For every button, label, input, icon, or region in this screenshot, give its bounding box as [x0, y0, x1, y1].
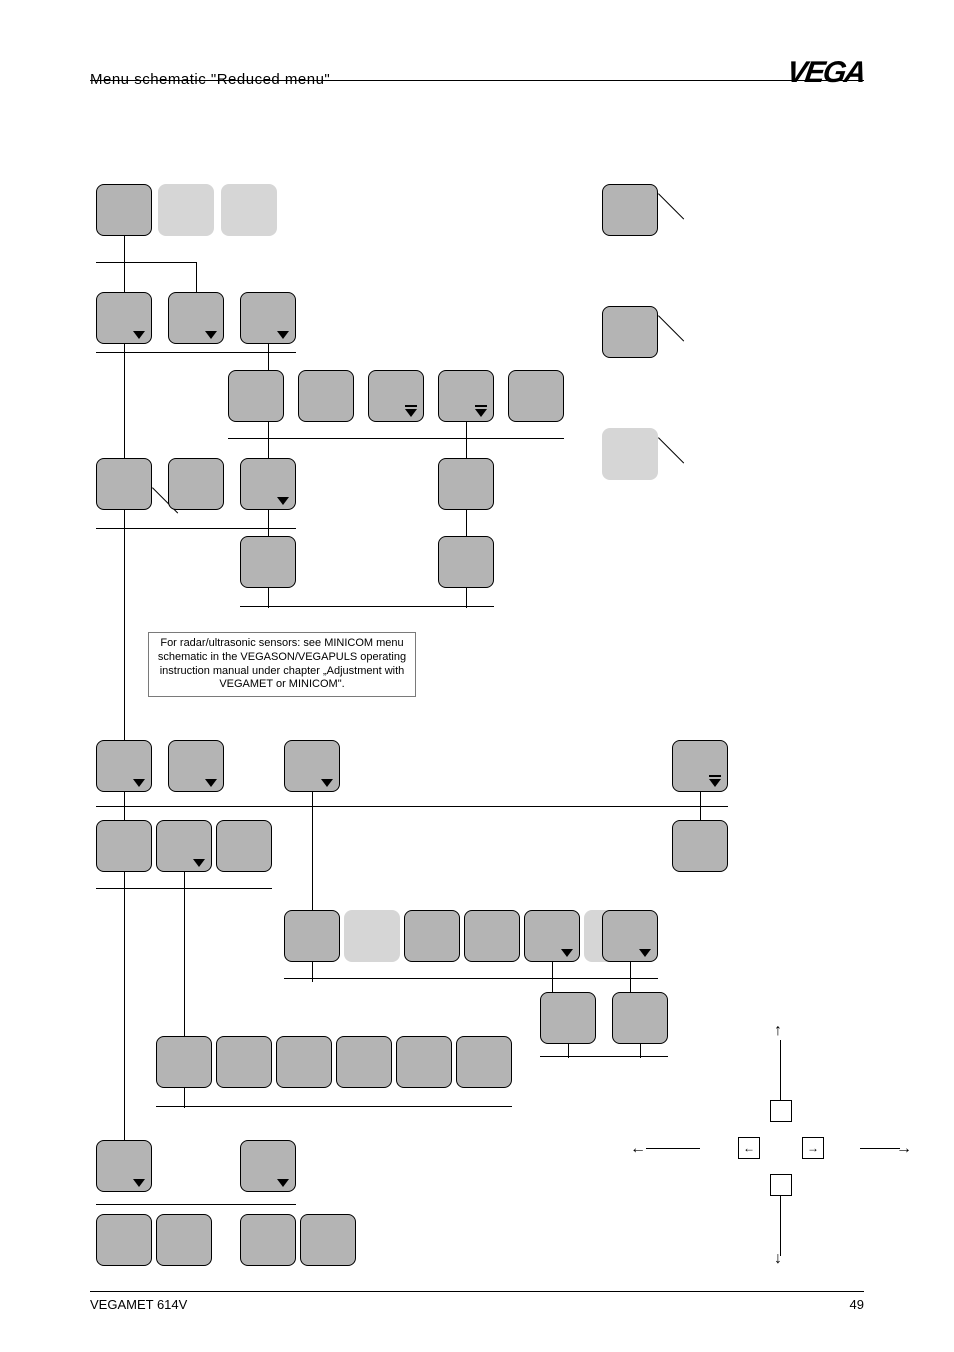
page-number: 49 — [850, 1297, 864, 1312]
triangle-down-icon — [277, 497, 289, 505]
flow-node — [344, 910, 400, 962]
connector-diag — [658, 437, 684, 463]
flow-node — [240, 1140, 296, 1192]
triangle-down-icon — [475, 409, 487, 417]
nav-key-down[interactable] — [770, 1174, 792, 1196]
flow-node — [168, 292, 224, 344]
triangle-down-icon — [639, 949, 651, 957]
page: Menu schematic "Reduced menu" VEGA For r… — [0, 0, 954, 1352]
triangle-down-icon — [277, 1179, 289, 1187]
nav-arrow-down-icon: ↓ — [774, 1250, 782, 1268]
flow-node — [602, 910, 658, 962]
flow-node — [524, 910, 580, 962]
flow-node — [336, 1036, 392, 1088]
flow-node — [298, 370, 354, 422]
footer-rule — [90, 1291, 864, 1292]
connector-h — [96, 806, 728, 807]
flow-node — [221, 184, 277, 236]
nav-key-left[interactable]: ← — [738, 1137, 760, 1159]
connector-h — [96, 1204, 296, 1205]
flow-node — [602, 306, 658, 358]
flow-node — [156, 1214, 212, 1266]
flow-node — [464, 910, 520, 962]
flow-node — [96, 820, 152, 872]
triangle-down-icon — [277, 331, 289, 339]
nav-compass: ←→↑↓←→ — [700, 1100, 860, 1260]
flow-node — [96, 184, 152, 236]
nav-line-h — [646, 1148, 700, 1149]
flow-node — [612, 992, 668, 1044]
connector-h — [156, 1106, 512, 1107]
connector-h — [96, 528, 296, 529]
flow-node — [158, 184, 214, 236]
triangle-down-icon — [205, 779, 217, 787]
footer-left: VEGAMET 614V — [90, 1297, 187, 1312]
flow-node — [438, 536, 494, 588]
nav-line-v — [780, 1196, 781, 1256]
triangle-down-icon — [405, 409, 417, 417]
nav-key-right[interactable]: → — [802, 1137, 824, 1159]
connector-v — [196, 262, 197, 294]
flow-node — [368, 370, 424, 422]
triangle-down-icon — [321, 779, 333, 787]
triangle-down-icon — [133, 331, 145, 339]
connector-h — [96, 352, 296, 353]
flow-node — [156, 820, 212, 872]
connector-h — [240, 606, 494, 607]
flow-node — [168, 458, 224, 510]
flow-node — [228, 370, 284, 422]
flow-node — [96, 1214, 152, 1266]
connector-diag — [658, 193, 684, 219]
flow-node — [284, 740, 340, 792]
triangle-down-icon — [133, 779, 145, 787]
nav-arrow-left-icon: ← — [630, 1140, 646, 1158]
flow-node — [216, 1036, 272, 1088]
note-box: For radar/ultrasonic sensors: see MINICO… — [148, 632, 416, 697]
triangle-down-icon — [205, 331, 217, 339]
flow-node — [284, 910, 340, 962]
triangle-down-icon — [133, 1179, 145, 1187]
diagram-canvas: For radar/ultrasonic sensors: see MINICO… — [0, 80, 954, 1290]
flow-node — [404, 910, 460, 962]
flow-node — [602, 184, 658, 236]
flow-node — [438, 370, 494, 422]
flow-node — [216, 820, 272, 872]
flow-node — [672, 820, 728, 872]
connector-h — [228, 438, 564, 439]
flow-node — [300, 1214, 356, 1266]
flow-node — [456, 1036, 512, 1088]
connector-v — [568, 1044, 569, 1058]
flow-node — [156, 1036, 212, 1088]
flow-node — [96, 1140, 152, 1192]
flow-node — [276, 1036, 332, 1088]
flow-node — [438, 458, 494, 510]
flow-node — [240, 536, 296, 588]
flow-node — [168, 740, 224, 792]
connector-h — [284, 978, 658, 979]
flow-node — [240, 458, 296, 510]
connector-diag — [658, 315, 684, 341]
connector-v — [124, 236, 125, 1166]
nav-arrow-right-icon: → — [896, 1140, 912, 1158]
flow-node — [602, 428, 658, 480]
flow-node — [540, 992, 596, 1044]
flow-node — [96, 292, 152, 344]
nav-arrow-up-icon: ↑ — [774, 1022, 782, 1040]
flow-node — [96, 458, 152, 510]
connector-h — [540, 1056, 668, 1057]
flow-node — [508, 370, 564, 422]
connector-v — [640, 1044, 641, 1058]
flow-node — [672, 740, 728, 792]
flow-node — [240, 292, 296, 344]
nav-line-v — [780, 1040, 781, 1100]
flow-node — [396, 1036, 452, 1088]
flow-node — [96, 740, 152, 792]
connector-h — [96, 262, 196, 263]
flow-node — [240, 1214, 296, 1266]
triangle-down-icon — [561, 949, 573, 957]
triangle-down-icon — [709, 779, 721, 787]
nav-line-h — [860, 1148, 900, 1149]
nav-key-up[interactable] — [770, 1100, 792, 1122]
triangle-down-icon — [193, 859, 205, 867]
